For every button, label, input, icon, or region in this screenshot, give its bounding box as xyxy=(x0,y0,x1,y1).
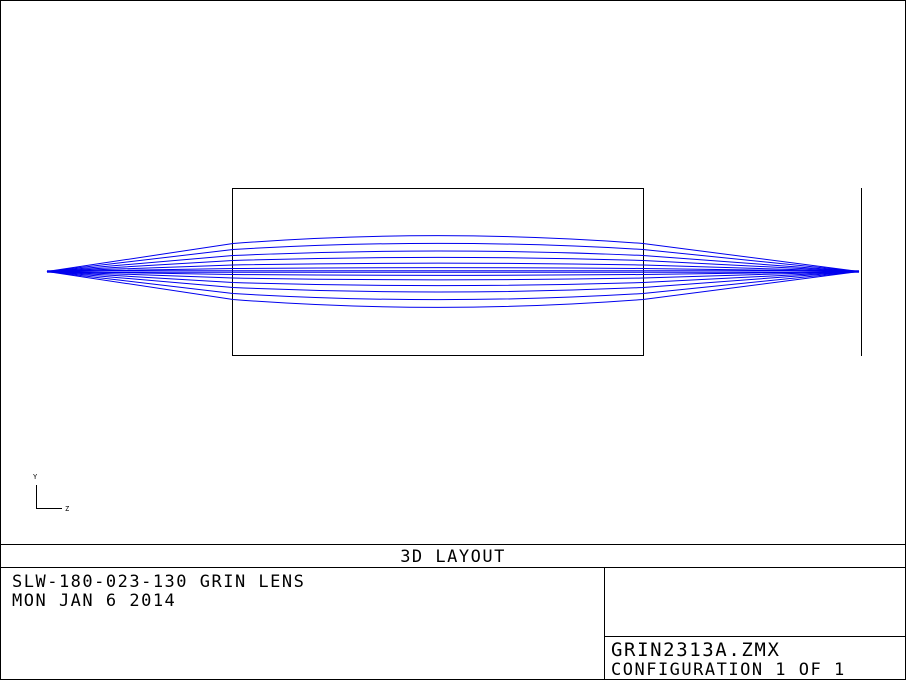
configuration-label: CONFIGURATION 1 OF 1 xyxy=(611,660,846,680)
ray-path xyxy=(46,256,860,272)
ray-path xyxy=(46,262,860,272)
ray-path xyxy=(46,271,860,287)
lens-name: SLW-180-023-130 GRIN LENS xyxy=(12,572,305,592)
plot-title: 3D LAYOUT xyxy=(400,547,506,567)
ray-path xyxy=(46,271,860,301)
y-axis-label: Y xyxy=(33,473,38,481)
file-name: GRIN2313A.ZMX xyxy=(611,639,781,661)
ray-path xyxy=(46,242,860,272)
title-block: 3D LAYOUT SLW-180-023-130 GRIN LENS MON … xyxy=(0,544,906,680)
ray-bundle xyxy=(46,235,860,308)
ray-path xyxy=(46,271,860,293)
plot-date: MON JAN 6 2014 xyxy=(12,591,176,611)
ray-path xyxy=(46,271,860,281)
ray-path xyxy=(46,271,860,308)
axis-indicator: Y Z xyxy=(33,473,69,513)
ray-path xyxy=(46,250,860,272)
plot-area: Y Z xyxy=(33,188,862,513)
ray-path xyxy=(46,271,860,276)
z-axis-label: Z xyxy=(65,505,69,513)
ray-path xyxy=(46,235,860,272)
ray-path xyxy=(46,267,860,272)
